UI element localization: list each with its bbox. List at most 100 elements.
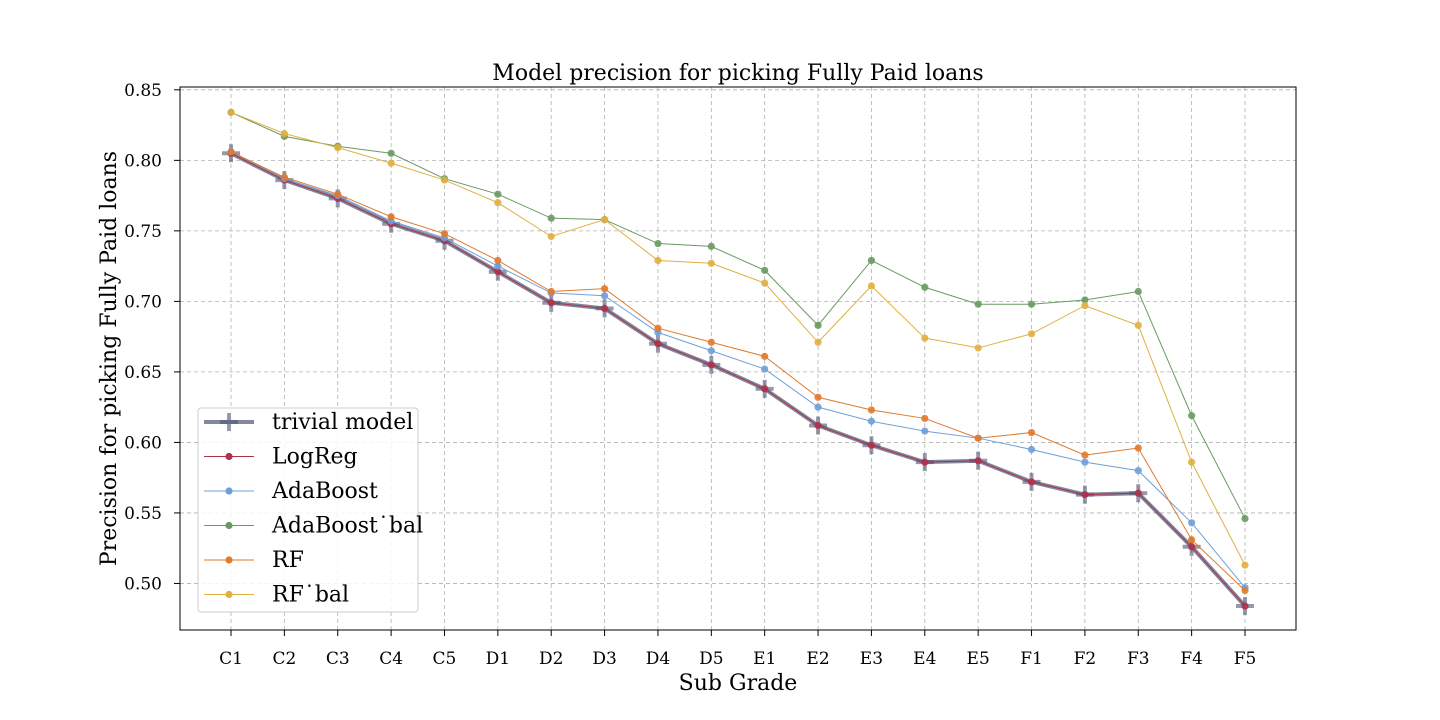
data-point	[494, 262, 502, 270]
data-point	[814, 321, 822, 329]
data-point	[761, 279, 769, 287]
data-point	[867, 256, 876, 265]
data-point	[974, 344, 982, 352]
data-point	[600, 215, 609, 224]
x-tick-label: C3	[326, 649, 350, 669]
x-tick-label: E3	[860, 649, 883, 669]
legend-entry: LogReg	[204, 445, 358, 470]
x-tick-label: F3	[1127, 649, 1150, 669]
data-point	[1027, 300, 1036, 308]
data-point	[1081, 458, 1089, 466]
data-point	[867, 441, 876, 449]
data-point	[974, 300, 982, 308]
data-point	[440, 176, 449, 184]
data-point	[1134, 467, 1142, 475]
x-tick-label: C2	[272, 649, 296, 669]
data-point	[547, 287, 555, 296]
series-line	[230, 152, 1246, 607]
data-point	[974, 457, 982, 465]
data-point	[867, 406, 876, 414]
y-tick-label: 0.50	[124, 574, 162, 594]
data-point	[1134, 321, 1142, 329]
y-axis-label: Precision for picking Fully Paid loans	[97, 151, 122, 566]
series-layer	[222, 108, 1254, 616]
legend-label: AdaBoost˙bal	[271, 514, 423, 539]
x-tick-label: D2	[539, 649, 563, 669]
data-point	[1188, 458, 1196, 466]
x-tick-label: C1	[219, 649, 243, 669]
y-tick-label: 0.65	[124, 363, 162, 383]
data-point	[814, 421, 822, 430]
data-point	[494, 268, 502, 276]
plot-frame	[179, 86, 1297, 631]
x-tick-label: F1	[1020, 649, 1043, 669]
x-tick-label: C4	[379, 649, 403, 669]
data-point	[547, 214, 555, 222]
x-tick-label: F5	[1234, 649, 1257, 669]
x-tick-label: F2	[1074, 649, 1097, 669]
legend-label: RF˙bal	[272, 583, 349, 608]
y-tick-label: 0.85	[124, 81, 162, 101]
data-point	[707, 242, 715, 250]
data-point	[600, 292, 609, 300]
data-point	[974, 434, 982, 442]
data-point	[707, 361, 715, 369]
legend-swatch-marker	[225, 452, 233, 461]
data-point	[547, 299, 555, 307]
data-point	[280, 129, 288, 138]
legend-entry: AdaBoost˙bal	[204, 514, 423, 539]
legend-swatch-marker	[225, 521, 233, 530]
data-point	[334, 190, 342, 198]
x-tick-label: E2	[806, 649, 829, 669]
data-point	[1241, 602, 1249, 610]
data-point	[440, 230, 449, 238]
data-point	[600, 285, 609, 293]
data-point	[387, 159, 395, 167]
data-point	[1188, 543, 1196, 551]
data-point	[867, 417, 876, 425]
data-point	[1081, 302, 1089, 310]
legend-swatch-marker	[225, 590, 233, 599]
data-point	[1241, 561, 1249, 569]
data-point	[707, 259, 715, 267]
data-point	[387, 149, 395, 157]
data-point	[1241, 586, 1249, 595]
legend-label: AdaBoost	[271, 479, 378, 504]
x-tick-label: E1	[753, 649, 776, 669]
x-tick-label: E5	[967, 649, 990, 669]
legend-label: trivial model	[272, 410, 413, 435]
data-point	[494, 199, 502, 207]
axis-ticks: C1 C2 C3 C4 C5 D1 D2 D3 D4 D5 E1 E2 E3 E4 E5 F1 F2 F3 F4 F5…	[124, 81, 1256, 669]
series-line	[230, 151, 1246, 591]
legend-swatch-marker	[225, 487, 233, 495]
data-point	[494, 256, 502, 265]
x-tick-label: D5	[699, 649, 723, 669]
x-tick-label: D4	[646, 649, 670, 669]
data-point	[387, 213, 395, 221]
legend-box	[197, 407, 419, 613]
legend-entry: RF	[204, 548, 304, 573]
series-line	[230, 111, 1246, 519]
data-point	[921, 427, 929, 435]
legend: trivial model LogReg AdaBoost AdaBoost˙bal R…	[197, 407, 423, 613]
legend-label: RF	[272, 548, 304, 573]
x-tick-label: D1	[486, 649, 510, 669]
data-point	[814, 403, 822, 411]
data-point	[1188, 536, 1196, 544]
data-point	[814, 393, 822, 401]
y-tick-label: 0.75	[124, 222, 162, 242]
x-axis-label: Sub Grade	[679, 671, 798, 696]
data-point	[921, 458, 929, 466]
data-point	[1081, 491, 1089, 499]
data-point	[1027, 445, 1036, 454]
legend-entry: trivial model	[204, 410, 413, 435]
data-point	[1134, 287, 1142, 296]
data-point	[1134, 444, 1142, 452]
chart-title: Model precision for picking Fully Paid l…	[492, 61, 983, 86]
data-point	[227, 108, 235, 116]
data-point	[1188, 519, 1196, 527]
x-tick-label: F4	[1180, 649, 1203, 669]
y-tick-label: 0.60	[124, 433, 162, 453]
data-point	[494, 190, 502, 198]
